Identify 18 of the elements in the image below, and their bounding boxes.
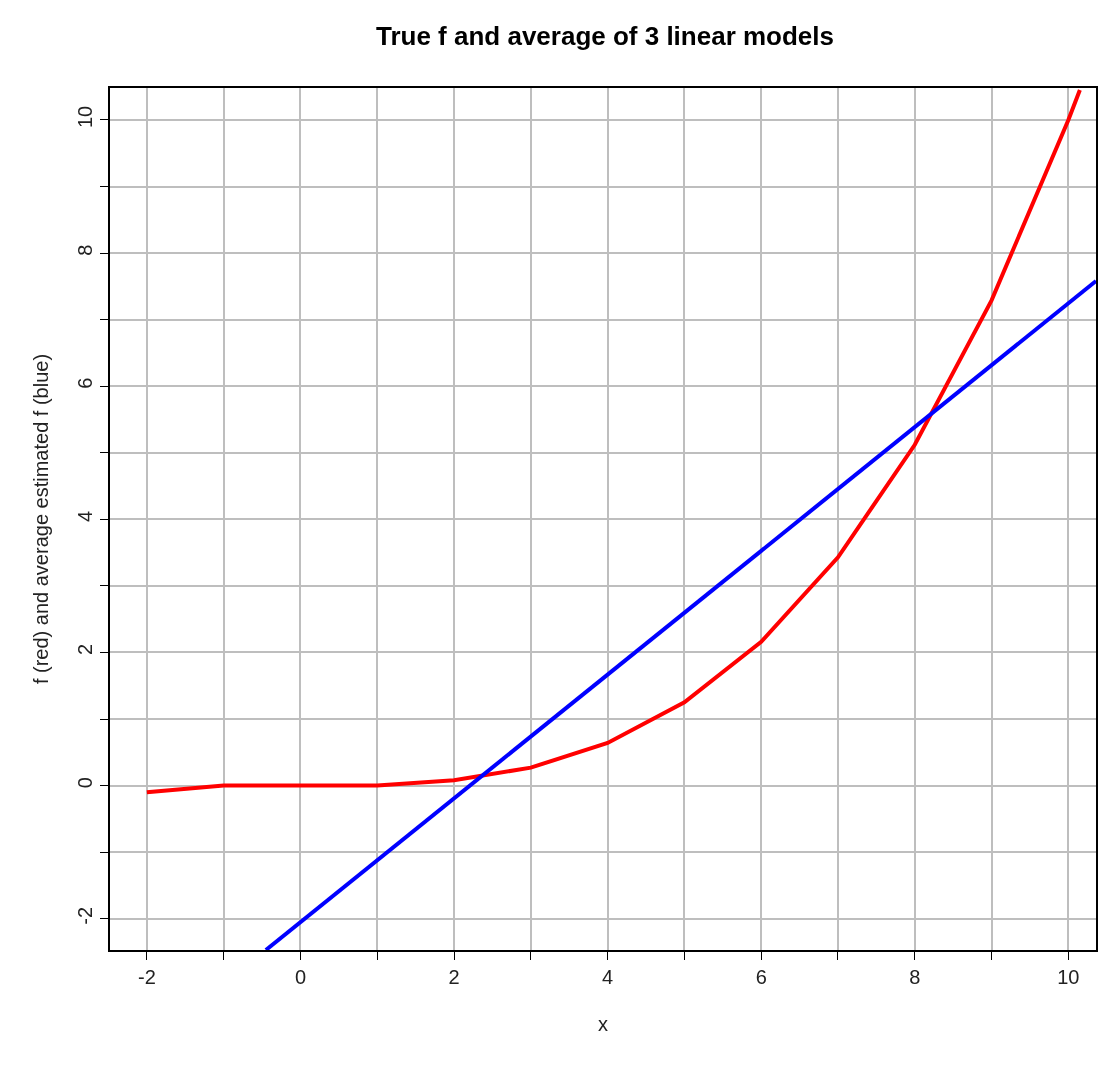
x-tick-label: 10 <box>1057 965 1080 988</box>
y-tick-label: 4 <box>74 510 97 522</box>
y-tick-label: 6 <box>74 377 97 389</box>
x-axis-title: x <box>598 1012 608 1035</box>
x-tick-label: 4 <box>602 965 614 988</box>
y-tick-label: 8 <box>74 244 97 256</box>
y-tick-label: 2 <box>74 643 97 656</box>
chart-title: True f and average of 3 linear models <box>375 21 835 52</box>
y-axis-title: f (red) and average estimated f (blue) <box>30 353 53 685</box>
y-tick-label: -2 <box>74 906 97 925</box>
x-tick-label: 6 <box>755 965 767 988</box>
line-series <box>144 88 1082 795</box>
y-tick-label: 10 <box>74 105 97 129</box>
x-tick-label: 2 <box>448 965 460 988</box>
y-tick-label: 0 <box>74 777 97 789</box>
x-tick-label: 8 <box>909 965 921 988</box>
x-tick-label: 0 <box>294 965 306 988</box>
x-tick-label: -2 <box>137 965 156 988</box>
